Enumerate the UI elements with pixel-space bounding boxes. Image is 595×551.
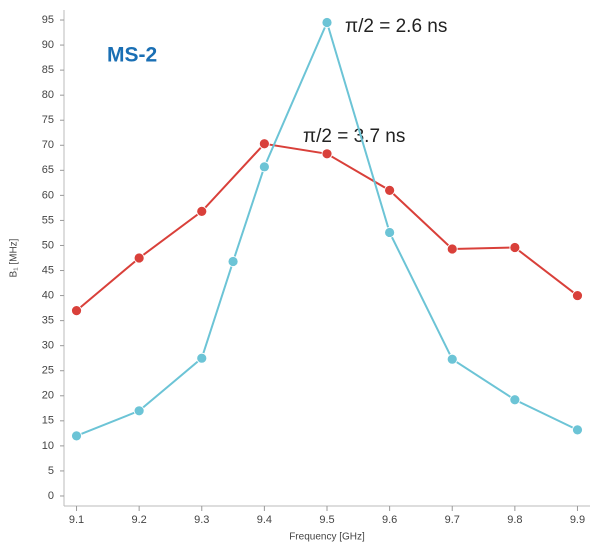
data-point bbox=[446, 243, 458, 255]
y-tick-label: 70 bbox=[42, 139, 54, 151]
y-tick-label: 0 bbox=[48, 490, 54, 502]
data-point bbox=[446, 353, 458, 365]
data-point bbox=[258, 161, 270, 173]
y-tick-label: 5 bbox=[48, 465, 54, 477]
x-tick-label: 9.2 bbox=[131, 514, 146, 526]
data-point bbox=[196, 206, 208, 217]
y-tick-label: 15 bbox=[42, 415, 54, 427]
x-tick-label: 9.9 bbox=[570, 514, 585, 526]
y-tick-label: 30 bbox=[42, 340, 54, 352]
y-tick-label: 95 bbox=[42, 14, 54, 26]
y-tick-label: 35 bbox=[42, 315, 54, 327]
data-point bbox=[258, 138, 270, 150]
data-point bbox=[196, 352, 208, 364]
y-tick-label: 10 bbox=[42, 440, 54, 452]
data-point bbox=[509, 394, 521, 406]
data-point bbox=[384, 227, 396, 238]
y-tick-label: 50 bbox=[42, 239, 54, 251]
x-tick-label: 9.3 bbox=[194, 514, 209, 526]
data-point bbox=[321, 148, 333, 160]
y-tick-label: 20 bbox=[42, 390, 54, 402]
annotation: π/2 = 2.6 ns bbox=[345, 16, 447, 37]
y-tick-label: 25 bbox=[42, 365, 54, 377]
data-point bbox=[509, 242, 521, 253]
y-tick-label: 80 bbox=[42, 89, 54, 101]
x-tick-label: 9.1 bbox=[69, 514, 84, 526]
x-tick-label: 9.4 bbox=[257, 514, 272, 526]
data-point bbox=[133, 405, 145, 417]
series-line bbox=[75, 142, 579, 312]
data-point bbox=[572, 290, 583, 301]
data-point bbox=[384, 184, 396, 196]
data-point bbox=[71, 430, 82, 442]
y-tick-label: 90 bbox=[42, 39, 54, 51]
y-tick-label: 40 bbox=[42, 289, 54, 301]
chart-title: MS-2 bbox=[107, 44, 157, 67]
x-tick-label: 9.6 bbox=[382, 514, 397, 526]
y-tick-label: 55 bbox=[42, 214, 54, 226]
x-tick-label: 9.5 bbox=[319, 514, 334, 526]
y-tick-label: 85 bbox=[42, 64, 54, 76]
x-tick-label: 9.7 bbox=[445, 514, 460, 526]
y-tick-label: 65 bbox=[42, 164, 54, 176]
data-point bbox=[572, 424, 583, 436]
annotation: π/2 = 3.7 ns bbox=[303, 126, 405, 147]
y-tick-label: 75 bbox=[42, 114, 54, 126]
y-tick-label: 60 bbox=[42, 189, 54, 201]
data-point bbox=[133, 252, 145, 264]
y-axis-label: B₁ [MHz] bbox=[9, 238, 20, 277]
y-tick-label: 45 bbox=[42, 264, 54, 276]
data-point bbox=[321, 17, 333, 28]
data-point bbox=[71, 305, 82, 317]
series-line bbox=[76, 19, 578, 437]
x-tick-label: 9.8 bbox=[507, 514, 522, 526]
data-point bbox=[227, 256, 239, 267]
x-axis-label: Frequency [GHz] bbox=[289, 532, 365, 543]
